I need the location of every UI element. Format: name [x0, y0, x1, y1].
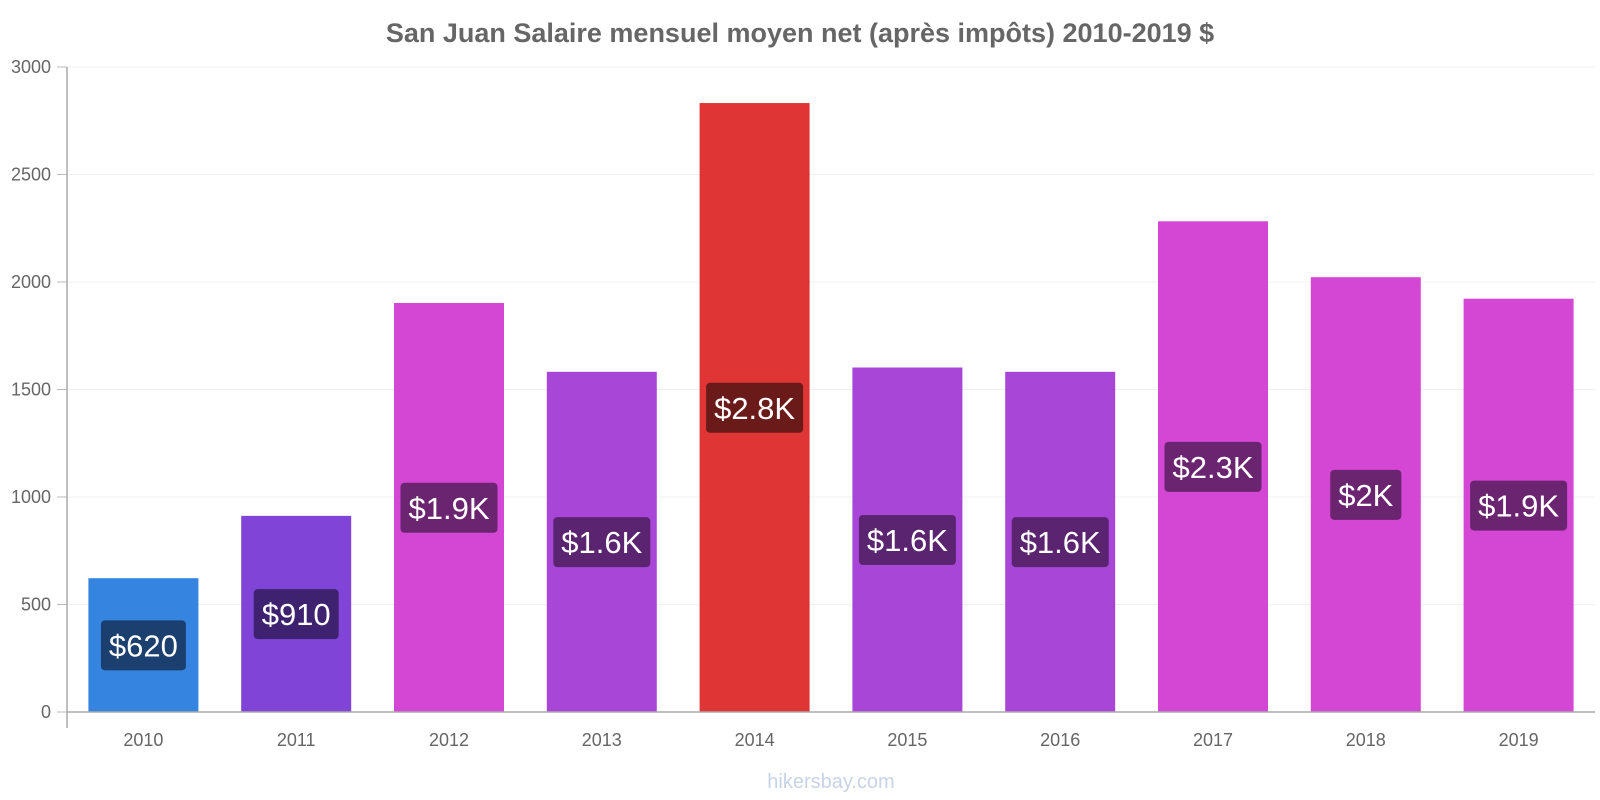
data-label-text: $910: [262, 597, 331, 632]
data-label-box: [1470, 480, 1568, 531]
x-tick-label: 2019: [1499, 730, 1539, 750]
x-tick-label: 2011: [277, 730, 316, 750]
x-tick-label: 2018: [1346, 730, 1386, 750]
data-label-2014: $2.8K: [706, 382, 804, 433]
data-label-2019: $1.9K: [1470, 480, 1568, 531]
data-label-2013: $1.6K: [553, 517, 651, 568]
data-label-box: [706, 382, 804, 433]
data-label-box: [553, 517, 651, 568]
data-label-box: [253, 589, 339, 640]
x-tick-label: 2013: [582, 730, 622, 750]
data-label-2017: $2.3K: [1164, 441, 1262, 492]
x-tick-label: 2016: [1040, 730, 1080, 750]
data-label-text: $1.9K: [1478, 489, 1559, 524]
data-label-text: $2K: [1338, 478, 1393, 513]
data-label-text: $2.3K: [1172, 450, 1253, 485]
data-label-2010: $620: [100, 620, 186, 671]
y-tick-label: 2500: [11, 165, 51, 185]
x-tick-label: 2015: [887, 730, 927, 750]
data-label-text: $1.6K: [561, 525, 642, 560]
y-tick-label: 2000: [11, 272, 51, 292]
y-axis: 0 500 1000 1500 2000 2500 3000: [11, 57, 68, 728]
data-label-box: [1164, 441, 1262, 492]
y-tick-label: 1500: [11, 380, 51, 400]
watermark-text: hikersbay.com: [767, 771, 894, 793]
x-tick-label: 2012: [429, 730, 469, 750]
data-label-text: $1.6K: [1020, 525, 1101, 560]
data-label-2012: $1.9K: [400, 482, 498, 533]
data-label-2011: $910: [253, 589, 339, 640]
y-tick-label: 3000: [11, 57, 51, 77]
y-tick-label: 0: [41, 702, 51, 722]
data-label-text: $2.8K: [714, 391, 795, 426]
data-label-box: [858, 515, 956, 565]
data-label-text: $1.9K: [408, 491, 489, 526]
y-tick-label: 500: [21, 595, 51, 615]
x-tick-label: 2014: [735, 730, 775, 750]
data-label-box: [1330, 469, 1402, 520]
chart-title: San Juan Salaire mensuel moyen net (aprè…: [386, 18, 1214, 48]
x-axis: 2010 2011 2012 2013 2014 2015 2016 2017 2018 2019: [67, 711, 1595, 750]
data-label-text: $620: [109, 628, 178, 663]
data-label-box: [400, 482, 498, 533]
data-label-box: [100, 620, 186, 671]
data-label-2018: $2K: [1330, 469, 1402, 520]
data-label-2016: $1.6K: [1011, 517, 1109, 568]
x-tick-label: 2017: [1193, 730, 1233, 750]
data-labels: $620 $910 $1.9K $1.6K $2.8K $1.6K $1.6K $2.3K $2…: [100, 382, 1568, 671]
data-label-2015: $1.6K: [858, 515, 956, 565]
x-tick-label: 2010: [123, 730, 163, 750]
data-label-text: $1.6K: [867, 523, 948, 558]
data-label-box: [1011, 517, 1109, 568]
y-tick-label: 1000: [11, 487, 51, 507]
